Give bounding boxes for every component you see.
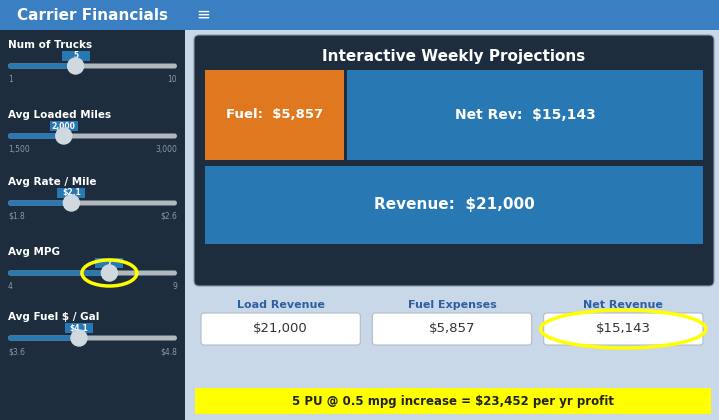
Text: $1.8: $1.8	[8, 212, 24, 221]
Text: 4: 4	[8, 282, 13, 291]
Circle shape	[68, 58, 83, 74]
Circle shape	[63, 195, 79, 211]
Text: Avg Fuel $ / Gal: Avg Fuel $ / Gal	[8, 312, 99, 322]
Text: 5 PU @ 0.5 mpg increase = $23,452 per yr profit: 5 PU @ 0.5 mpg increase = $23,452 per yr…	[292, 394, 614, 407]
FancyBboxPatch shape	[8, 200, 71, 205]
Text: Fuel:  $5,857: Fuel: $5,857	[226, 108, 323, 121]
Text: Carrier Financials: Carrier Financials	[17, 8, 168, 23]
FancyBboxPatch shape	[205, 166, 703, 244]
FancyBboxPatch shape	[96, 258, 124, 268]
FancyBboxPatch shape	[58, 188, 86, 198]
Text: 2,000: 2,000	[52, 121, 75, 131]
Text: Interactive Weekly Projections: Interactive Weekly Projections	[322, 48, 585, 63]
Text: 9: 9	[172, 282, 177, 291]
Circle shape	[56, 128, 72, 144]
Circle shape	[101, 265, 117, 281]
Text: Avg MPG: Avg MPG	[8, 247, 60, 257]
FancyBboxPatch shape	[372, 313, 531, 345]
FancyBboxPatch shape	[544, 313, 703, 345]
FancyBboxPatch shape	[8, 336, 177, 341]
Text: $2.1: $2.1	[62, 189, 81, 197]
Text: Avg Loaded Miles: Avg Loaded Miles	[8, 110, 111, 120]
FancyBboxPatch shape	[347, 70, 703, 160]
Text: $2.6: $2.6	[160, 212, 177, 221]
Text: 3,000: 3,000	[155, 145, 177, 154]
FancyBboxPatch shape	[62, 51, 90, 61]
FancyBboxPatch shape	[8, 200, 177, 205]
Text: 1,500: 1,500	[8, 145, 29, 154]
FancyBboxPatch shape	[195, 388, 711, 414]
FancyBboxPatch shape	[65, 323, 93, 333]
Text: Net Rev:  $15,143: Net Rev: $15,143	[454, 108, 595, 122]
FancyBboxPatch shape	[8, 63, 177, 68]
FancyBboxPatch shape	[185, 30, 719, 420]
Text: $21,000: $21,000	[253, 323, 308, 336]
Text: Fuel Expenses: Fuel Expenses	[408, 300, 496, 310]
Text: Net Revenue: Net Revenue	[583, 300, 663, 310]
Text: Avg Rate / Mile: Avg Rate / Mile	[8, 177, 96, 187]
Text: 7: 7	[106, 258, 112, 268]
FancyBboxPatch shape	[8, 336, 79, 341]
Text: Load Revenue: Load Revenue	[237, 300, 324, 310]
Text: $4.8: $4.8	[160, 347, 177, 356]
FancyBboxPatch shape	[50, 121, 78, 131]
Text: $5,857: $5,857	[429, 323, 475, 336]
Text: Revenue:  $21,000: Revenue: $21,000	[374, 197, 534, 213]
Text: 5: 5	[73, 52, 78, 60]
Text: ≡: ≡	[196, 6, 210, 24]
FancyBboxPatch shape	[205, 70, 344, 160]
Text: 10: 10	[168, 75, 177, 84]
Text: 1: 1	[8, 75, 13, 84]
Text: Num of Trucks: Num of Trucks	[8, 40, 92, 50]
FancyBboxPatch shape	[8, 270, 177, 276]
FancyBboxPatch shape	[201, 313, 360, 345]
FancyBboxPatch shape	[8, 134, 64, 139]
FancyBboxPatch shape	[8, 270, 109, 276]
Text: $3.6: $3.6	[8, 347, 25, 356]
FancyBboxPatch shape	[8, 134, 177, 139]
Text: $4.1: $4.1	[70, 323, 88, 333]
FancyBboxPatch shape	[194, 35, 714, 286]
Circle shape	[71, 330, 87, 346]
Text: $15,143: $15,143	[596, 323, 651, 336]
FancyBboxPatch shape	[0, 0, 719, 30]
FancyBboxPatch shape	[8, 63, 75, 68]
FancyBboxPatch shape	[0, 30, 185, 420]
